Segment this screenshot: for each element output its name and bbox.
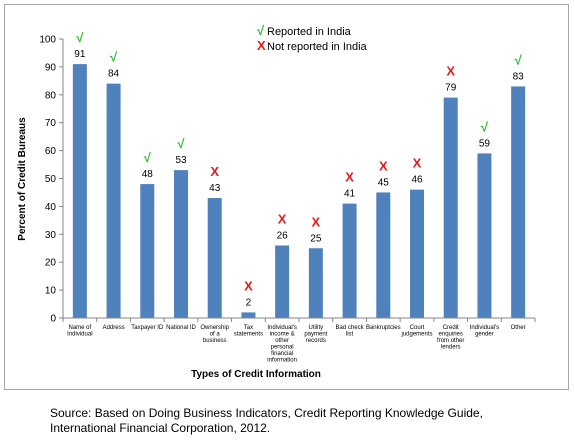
data-label: 43: [209, 183, 221, 194]
reported-check-icon: √: [481, 119, 489, 134]
bar: [376, 192, 391, 318]
y-tick-label: 80: [45, 90, 57, 101]
data-label: 41: [344, 189, 356, 200]
data-label: 91: [74, 49, 86, 60]
bar: [477, 153, 492, 318]
not-reported-x-icon: X: [413, 156, 422, 171]
legend-check-icon: √: [257, 23, 265, 38]
y-tick-label: 40: [45, 202, 57, 213]
x-tick-label: Credit enquiries from other lenders: [437, 325, 464, 351]
data-label: 45: [378, 177, 390, 188]
y-tick-label: 0: [50, 314, 56, 325]
data-label: 59: [479, 138, 491, 149]
reported-check-icon: √: [76, 30, 84, 45]
data-label: 84: [108, 69, 120, 80]
chart-frame: 0 10 20 30 40 50 60 70 80 90 100 91 √ 84 √ 48 √ 53 √ 43 X 2 X…: [4, 4, 569, 390]
legend-label-reported: Reported in India: [267, 26, 352, 38]
y-tick-label: 50: [45, 174, 57, 185]
y-tick-label: 90: [45, 62, 57, 73]
data-label: 83: [513, 71, 525, 82]
y-tick-label: 10: [45, 286, 57, 297]
legend-x-icon: X: [257, 38, 266, 53]
x-tick-label: Name of Individual: [67, 325, 92, 338]
x-tick-label: Court judgements: [400, 325, 432, 338]
source-line-1: Source: Based on Doing Business Indicato…: [50, 406, 483, 420]
x-tick-label: Tax statements: [234, 325, 263, 338]
bar: [275, 245, 290, 318]
data-label: 79: [445, 83, 457, 94]
x-tick-label: Individual's gender: [470, 325, 500, 338]
source-line-2: International Financial Corporation, 201…: [50, 421, 271, 435]
y-tick-label: 60: [45, 146, 57, 157]
x-tick-label: National ID: [166, 325, 196, 331]
y-tick-label: 100: [39, 35, 56, 46]
x-tick-label: Bankruptcies: [366, 325, 401, 331]
bar: [410, 189, 424, 318]
bar: [241, 312, 256, 318]
bars: 91 √ 84 √ 48 √ 53 √ 43 X 2 X 26 X 25 X 41 X 45 X 46 X 79 X 59 √ 83…: [72, 30, 526, 319]
not-reported-x-icon: X: [379, 158, 388, 173]
x-tick-label: Bad check list: [336, 325, 365, 338]
legend-label-not-reported: Not reported in India: [267, 41, 368, 53]
data-label: 48: [142, 169, 154, 180]
reported-check-icon: √: [110, 50, 118, 65]
bar: [72, 64, 87, 318]
not-reported-x-icon: X: [210, 164, 219, 179]
x-axis: Name of Individual Address Taxpayer ID Natio…: [62, 317, 536, 364]
data-label: 2: [246, 297, 252, 308]
y-tick-label: 30: [45, 230, 57, 241]
data-label: 53: [175, 155, 187, 166]
bar: [342, 203, 357, 318]
not-reported-x-icon: X: [312, 214, 321, 229]
not-reported-x-icon: X: [278, 211, 287, 226]
y-axis: 0 10 20 30 40 50 60 70 80 90 100: [39, 35, 64, 325]
x-tick-label: Other: [511, 325, 526, 331]
bar: [511, 86, 526, 319]
bar: [174, 170, 188, 318]
y-tick-label: 20: [45, 258, 57, 269]
bar: [308, 248, 323, 318]
bar: [106, 83, 121, 318]
y-axis-title: Percent of Credit Bureaus: [17, 117, 28, 241]
not-reported-x-icon: X: [345, 170, 354, 185]
x-tick-label: Ownership of a business: [200, 325, 229, 344]
bar: [443, 97, 458, 318]
data-label: 26: [277, 230, 289, 241]
data-label: 25: [310, 233, 322, 244]
bar-chart: 0 10 20 30 40 50 60 70 80 90 100 91 √ 84 √ 48 √ 53 √ 43 X 2 X…: [17, 23, 536, 380]
not-reported-x-icon: X: [446, 64, 455, 79]
not-reported-x-icon: X: [244, 278, 253, 293]
source-note: Source: Based on Doing Business Indicato…: [50, 406, 570, 436]
bar: [207, 198, 222, 318]
reported-check-icon: √: [144, 150, 152, 165]
x-tick-label: Taxpayer ID: [131, 325, 164, 331]
x-tick-label: Individual's income & other personal financi…: [267, 325, 297, 364]
x-axis-title: Types of Credit Information: [191, 369, 321, 380]
x-tick-label: Address: [103, 325, 125, 331]
x-tick-label: Utility payment records: [304, 325, 327, 344]
bar: [140, 184, 155, 318]
reported-check-icon: √: [177, 136, 185, 151]
data-label: 46: [411, 175, 423, 186]
y-tick-label: 70: [45, 118, 57, 129]
reported-check-icon: √: [515, 52, 523, 67]
